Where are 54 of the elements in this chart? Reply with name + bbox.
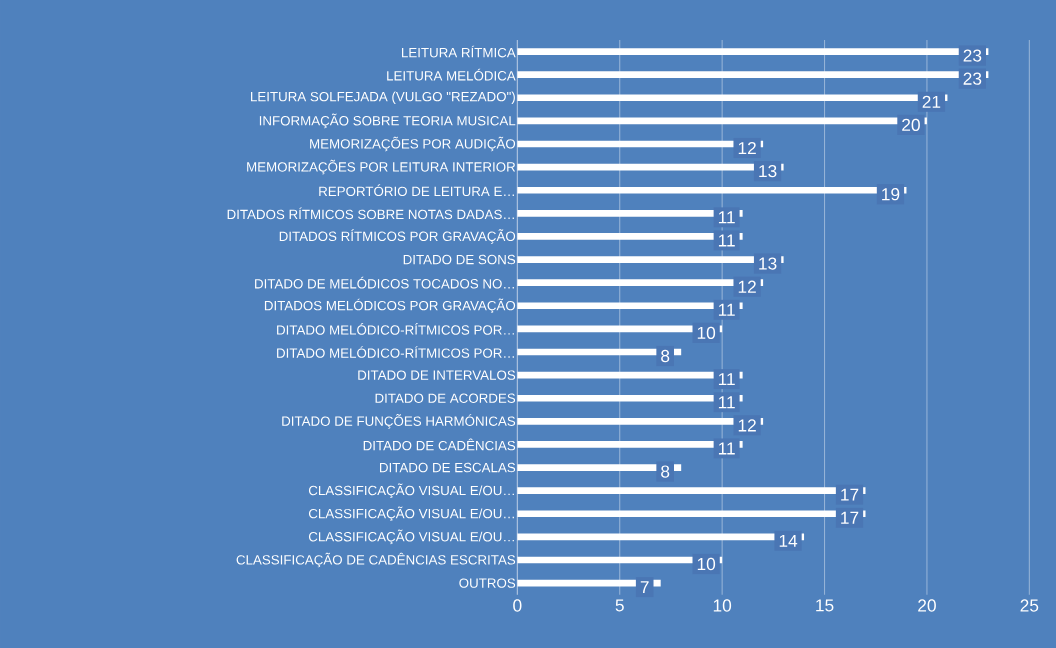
data-label: 10 — [697, 557, 716, 571]
data-label: 12 — [738, 141, 756, 155]
x-tick-label: 20 — [918, 599, 936, 612]
data-label: 13 — [759, 257, 777, 270]
data-label: 8 — [661, 349, 670, 363]
y-tick-label: CLASSIFICAÇÃO VISUAL E/OU… — [308, 506, 514, 522]
y-tick-label: DITADO DE INTERVALOS — [358, 370, 516, 380]
y-tick-label: INFORMAÇÃO SOBRE TEORIA MUSICAL — [259, 113, 516, 129]
data-label: 19 — [882, 188, 900, 201]
data-label: 10 — [697, 326, 716, 340]
data-label: 12 — [738, 280, 756, 293]
y-tick-label: CLASSIFICAÇÃO VISUAL E/OU… — [308, 483, 514, 498]
y-tick-label: DITADOS RÍTMICOS POR GRAVAÇÃO — [279, 229, 516, 244]
y-tick-label: LEITURA MELÓDICA — [387, 68, 516, 81]
y-tick-label: DITADO MELÓDICO-RÍTMICOS POR… — [277, 323, 514, 335]
y-tick-label: LEITURA RÍTMICA — [402, 45, 516, 58]
data-label: 11 — [718, 373, 735, 386]
y-tick-label: DITADO MELÓDICO-RÍTMICOS POR… — [277, 346, 514, 358]
y-tick-label: MEMORIZAÇÕES POR AUDIÇÃO — [310, 136, 516, 152]
x-tick-label: 25 — [1020, 599, 1039, 612]
data-label: 11 — [718, 303, 735, 316]
data-label: 11 — [718, 234, 735, 247]
data-label: 14 — [779, 534, 798, 547]
y-tick-label: DITADO DE MELÓDICOS TOCADOS NO… — [255, 276, 514, 289]
data-label: 23 — [963, 72, 982, 85]
data-label: 11 — [718, 211, 735, 224]
data-label: 13 — [759, 164, 777, 178]
data-label: 12 — [738, 419, 756, 432]
data-label: 17 — [841, 511, 859, 524]
x-tick-label: 0 — [513, 599, 522, 612]
data-label: 23 — [963, 49, 982, 62]
y-tick-label: DITADO DE FUNÇÕES HARMÓNICAS — [282, 414, 516, 429]
y-tick-label: DITADO DE ACORDES — [375, 393, 516, 403]
y-tick-label: MEMORIZAÇÕES POR LEITURA INTERIOR — [247, 159, 516, 175]
data-label: 17 — [841, 488, 859, 501]
y-tick-label: DITADO DE CADÊNCIAS — [363, 438, 516, 451]
x-tick-label: 5 — [615, 599, 624, 612]
data-label: 20 — [902, 118, 920, 132]
data-label: 11 — [718, 442, 735, 455]
y-tick-label: DITADO DE SONS — [403, 254, 516, 265]
y-tick-label: DITADOS MELÓDICOS POR GRAVAÇÃO — [264, 298, 516, 314]
y-tick-label: LEITURA SOLFEJADA (VULGO "REZADO") — [251, 91, 515, 104]
y-tick-label: CLASSIFICAÇÃO DE CADÊNCIAS ESCRITAS — [236, 552, 516, 568]
y-tick-label: REPORTÓRIO DE LEITURA E… — [319, 184, 514, 197]
x-tick-label: 15 — [816, 599, 834, 612]
data-label: 11 — [718, 396, 735, 409]
x-tick-label: 10 — [713, 599, 732, 612]
y-tick-label: OUTROS — [459, 578, 516, 588]
data-label: 8 — [661, 465, 670, 478]
y-tick-label: DITADO DE ESCALAS — [380, 462, 516, 473]
data-label: 21 — [922, 95, 941, 108]
y-tick-label: DITADOS RÍTMICOS SOBRE NOTAS DADAS… — [227, 207, 514, 220]
y-tick-label: CLASSIFICAÇÃO VISUAL E/OU… — [308, 529, 514, 545]
data-label: 7 — [640, 581, 649, 594]
